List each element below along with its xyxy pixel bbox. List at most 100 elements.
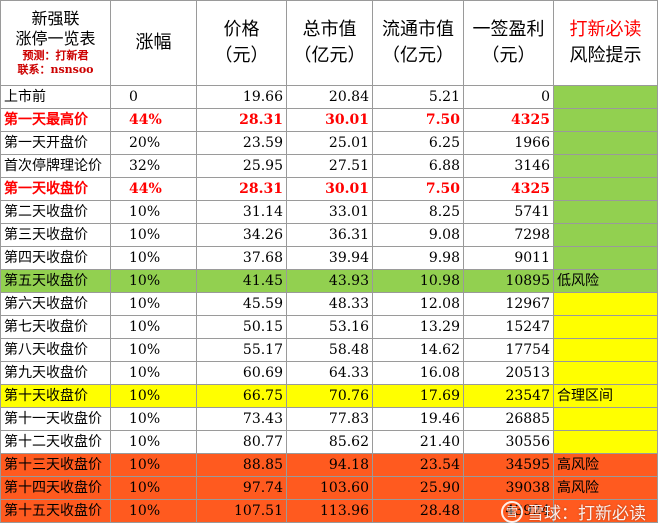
row-risk xyxy=(553,407,658,431)
row-change: 10% xyxy=(110,200,197,224)
row-name: 上市前 xyxy=(0,85,111,109)
table-row: 第一天最高价 44% 28.31 30.01 7.50 4325 xyxy=(0,108,658,132)
table-row: 第一天收盘价 44% 28.31 30.01 7.50 4325 xyxy=(0,177,658,201)
row-name: 第十二天收盘价 xyxy=(0,430,111,454)
row-profit: 34595 xyxy=(463,453,554,477)
row-name: 第十四天收盘价 xyxy=(0,476,111,500)
row-name: 第十天收盘价 xyxy=(0,384,111,408)
table-title: 涨停一览表 xyxy=(15,29,96,48)
row-change: 10% xyxy=(110,223,197,247)
table-row: 第十四天收盘价 10% 97.74 103.60 25.90 39038 高风险 xyxy=(0,476,658,500)
row-float-cap: 6.25 xyxy=(372,131,464,155)
row-profit: 3146 xyxy=(463,154,554,178)
table-row: 首次停牌理论价 32% 25.95 27.51 6.88 3146 xyxy=(0,154,658,178)
row-name: 第四天收盘价 xyxy=(0,246,111,270)
table-row: 第十二天收盘价 10% 80.77 85.62 21.40 30556 xyxy=(0,430,658,454)
row-float-cap: 19.46 xyxy=(372,407,464,431)
row-risk xyxy=(553,246,658,270)
row-total-cap: 25.01 xyxy=(286,131,373,155)
row-risk xyxy=(553,108,658,132)
table-title-cell: 新强联 涨停一览表 预测：打新君 联系：nsnsoo xyxy=(0,0,111,86)
row-name: 第一天最高价 xyxy=(0,108,111,132)
row-profit: 39038 xyxy=(463,476,554,500)
row-change: 44% xyxy=(110,177,197,201)
table-row: 第六天收盘价 10% 45.59 48.33 12.08 12967 xyxy=(0,292,658,316)
row-total-cap: 30.01 xyxy=(286,177,373,201)
header-price: 价格 （元） xyxy=(196,0,287,86)
table-row: 第五天收盘价 10% 41.45 43.93 10.98 10895 低风险 xyxy=(0,269,658,293)
row-total-cap: 85.62 xyxy=(286,430,373,454)
row-change: 10% xyxy=(110,384,197,408)
row-profit: 30556 xyxy=(463,430,554,454)
row-total-cap: 94.18 xyxy=(286,453,373,477)
row-risk: 高风险 xyxy=(553,476,658,500)
row-profit: 9011 xyxy=(463,246,554,270)
row-name: 首次停牌理论价 xyxy=(0,154,111,178)
row-name: 第十三天收盘价 xyxy=(0,453,111,477)
row-change: 10% xyxy=(110,430,197,454)
table-row: 第十三天收盘价 10% 88.85 94.18 23.54 34595 高风险 xyxy=(0,453,658,477)
row-profit: 15247 xyxy=(463,315,554,339)
row-change: 32% xyxy=(110,154,197,178)
row-name: 第一天开盘价 xyxy=(0,131,111,155)
table-row: 第九天收盘价 10% 60.69 64.33 16.08 20513 xyxy=(0,361,658,385)
row-profit: 26885 xyxy=(463,407,554,431)
row-profit: 17754 xyxy=(463,338,554,362)
header-risk: 打新必读 风险提示 xyxy=(553,0,658,86)
row-profit: 0 xyxy=(463,85,554,109)
row-name: 第三天收盘价 xyxy=(0,223,111,247)
row-profit: 7298 xyxy=(463,223,554,247)
row-float-cap: 12.08 xyxy=(372,292,464,316)
row-price: 73.43 xyxy=(196,407,287,431)
row-price: 66.75 xyxy=(196,384,287,408)
row-float-cap: 14.62 xyxy=(372,338,464,362)
row-total-cap: 64.33 xyxy=(286,361,373,385)
row-profit: 10895 xyxy=(463,269,554,293)
row-total-cap: 27.51 xyxy=(286,154,373,178)
row-change: 10% xyxy=(110,361,197,385)
table-row: 第二天收盘价 10% 31.14 33.01 8.25 5741 xyxy=(0,200,658,224)
row-profit: 12967 xyxy=(463,292,554,316)
row-float-cap: 9.98 xyxy=(372,246,464,270)
row-float-cap: 6.88 xyxy=(372,154,464,178)
row-change: 44% xyxy=(110,108,197,132)
row-name: 第十五天收盘价 xyxy=(0,499,111,523)
row-risk xyxy=(553,338,658,362)
row-price: 80.77 xyxy=(196,430,287,454)
row-risk xyxy=(553,430,658,454)
row-change: 10% xyxy=(110,246,197,270)
row-total-cap: 58.48 xyxy=(286,338,373,362)
row-profit: 4325 xyxy=(463,177,554,201)
row-total-cap: 33.01 xyxy=(286,200,373,224)
row-float-cap: 13.29 xyxy=(372,315,464,339)
row-name: 第九天收盘价 xyxy=(0,361,111,385)
row-change: 10% xyxy=(110,292,197,316)
row-total-cap: 53.16 xyxy=(286,315,373,339)
row-float-cap: 21.40 xyxy=(372,430,464,454)
row-risk xyxy=(553,292,658,316)
snowball-logo-icon: 雪 xyxy=(501,500,523,523)
row-name: 第六天收盘价 xyxy=(0,292,111,316)
row-name: 第七天收盘价 xyxy=(0,315,111,339)
row-change: 10% xyxy=(110,315,197,339)
row-change: 10% xyxy=(110,499,197,523)
row-total-cap: 36.31 xyxy=(286,223,373,247)
row-name: 第二天收盘价 xyxy=(0,200,111,224)
row-profit: 20513 xyxy=(463,361,554,385)
row-float-cap: 7.50 xyxy=(372,108,464,132)
row-risk: 低风险 xyxy=(553,269,658,293)
row-float-cap: 17.69 xyxy=(372,384,464,408)
row-float-cap: 5.21 xyxy=(372,85,464,109)
row-price: 88.85 xyxy=(196,453,287,477)
stock-name: 新强联 xyxy=(31,9,80,28)
row-price: 41.45 xyxy=(196,269,287,293)
row-float-cap: 28.48 xyxy=(372,499,464,523)
row-name: 第一天收盘价 xyxy=(0,177,111,201)
row-total-cap: 48.33 xyxy=(286,292,373,316)
row-float-cap: 10.98 xyxy=(372,269,464,293)
row-change: 20% xyxy=(110,131,197,155)
row-profit: 5741 xyxy=(463,200,554,224)
row-change: 10% xyxy=(110,338,197,362)
row-risk xyxy=(553,154,658,178)
row-risk xyxy=(553,361,658,385)
